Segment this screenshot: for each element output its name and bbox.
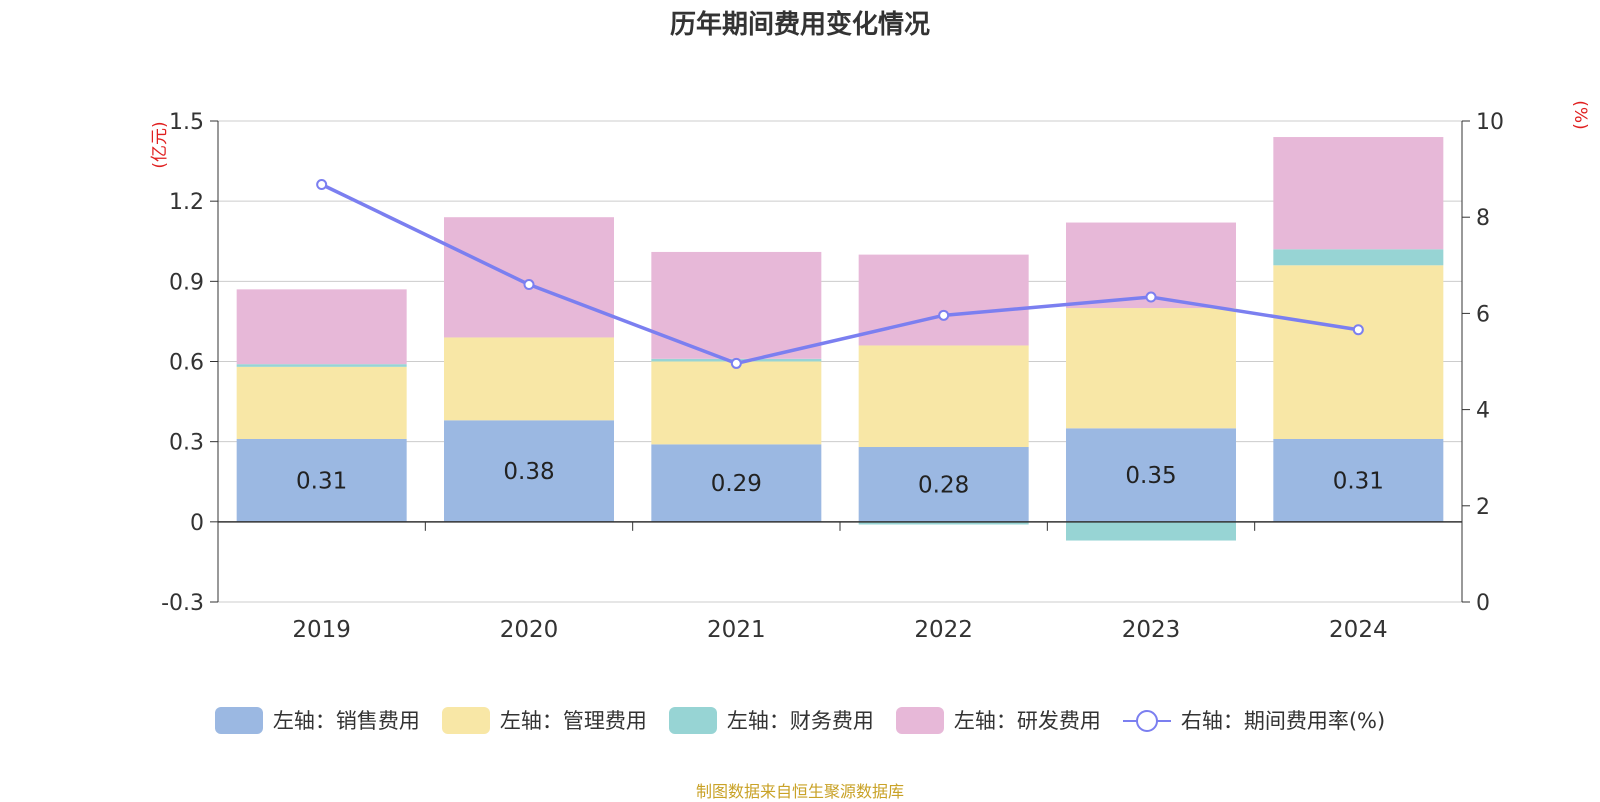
legend-swatch [441,706,490,734]
bar-segment [1066,521,1236,541]
bar-segment [236,438,407,522]
bar-segment [1273,137,1444,250]
left-tick-label: 0 [190,511,204,536]
x-tick-label: 2022 [914,617,973,643]
left-tick-label: -0.3 [161,591,204,616]
bar-segment [444,420,614,522]
right-tick-label: 6 [1476,302,1490,327]
legend-swatch [895,706,944,734]
x-tick-label: 2024 [1329,617,1388,643]
bar-segment [1066,308,1236,429]
rate-point [730,357,742,369]
legend-swatch [668,706,717,734]
legend-item[interactable]: 右轴：期间费用率(%) [1122,705,1386,735]
bar-segment [651,361,822,445]
left-tick-label: 0.6 [169,351,204,376]
bar-segment [858,521,1029,525]
data-label: 0.28 [918,472,969,498]
bar-segment [858,254,1029,346]
bar-segment [1273,265,1444,439]
left-tick-label: 1.2 [169,190,204,215]
legend-line-swatch [1122,709,1171,732]
legend-swatch [214,706,263,734]
x-tick-label: 2019 [292,617,351,643]
bar-segment [858,447,1029,522]
bar-segment [236,364,407,367]
left-unit-label: (亿元) [150,121,170,168]
rate-point [316,178,328,190]
bar-segment [858,345,1029,448]
legend-item[interactable]: 左轴：销售费用 [214,705,420,735]
bar-segment [1273,249,1444,266]
legend-label: 左轴：销售费用 [272,709,420,733]
left-tick-label: 0.9 [169,270,204,295]
legend: 左轴：销售费用 左轴：管理费用 左轴：财务费用 左轴：研发费用 右轴：期间费用率(%) [0,705,1600,735]
bar-segment [236,289,407,365]
data-label: 0.31 [1333,468,1384,494]
rate-line [316,178,1364,369]
legend-item[interactable]: 左轴：研发费用 [895,705,1101,735]
right-tick-label: 2 [1476,495,1490,520]
chart-title: 历年期间费用变化情况 [669,10,930,40]
legend-label: 右轴：期间费用率(%) [1180,709,1386,733]
data-label: 0.38 [503,459,554,485]
bar-segment [651,251,822,359]
right-tick-label: 8 [1476,206,1490,231]
bar-segment [444,337,614,421]
legend-item[interactable]: 左轴：管理费用 [441,705,647,735]
right-unit-label: (%) [1570,100,1590,129]
right-tick-label: 0 [1476,591,1490,616]
right-tick-label: 4 [1476,399,1490,424]
data-labels: 0.31 0.38 0.29 0.28 0.35 0.31 [296,459,1384,498]
rate-point [523,279,535,291]
legend-item[interactable]: 左轴：财务费用 [668,705,874,735]
left-tick-label: 0.3 [169,431,204,456]
x-tick-label: 2021 [707,617,766,643]
bar-segment [1066,428,1236,522]
rate-point [938,309,950,321]
bars [236,137,1444,541]
source-note: 制图数据来自恒生聚源数据库 [695,782,904,801]
x-tick-label: 2020 [500,617,559,643]
rate-point [1145,291,1157,303]
x-tick-label: 2023 [1122,617,1181,643]
bar-segment [236,366,407,439]
right-tick-label: 10 [1476,110,1504,135]
legend-label: 左轴：财务费用 [726,709,874,733]
data-label: 0.31 [296,468,347,494]
bar-segment [651,444,822,522]
legend-label: 左轴：研发费用 [953,709,1101,733]
rate-line-path [320,182,1359,366]
left-tick-label: 1.5 [169,110,204,135]
axes: 1.5 1.2 0.9 0.6 0.3 0 -0.3 10 8 6 4 2 0 (亿元) (%) 2019 20… [150,100,1590,643]
data-label: 0.29 [711,471,762,497]
legend-label: 左轴：管理费用 [499,709,647,733]
data-label: 0.35 [1125,463,1176,489]
bar-segment [1273,438,1444,522]
bar-segment [444,217,614,338]
gridlines [218,120,1462,603]
rate-point [1352,324,1364,336]
